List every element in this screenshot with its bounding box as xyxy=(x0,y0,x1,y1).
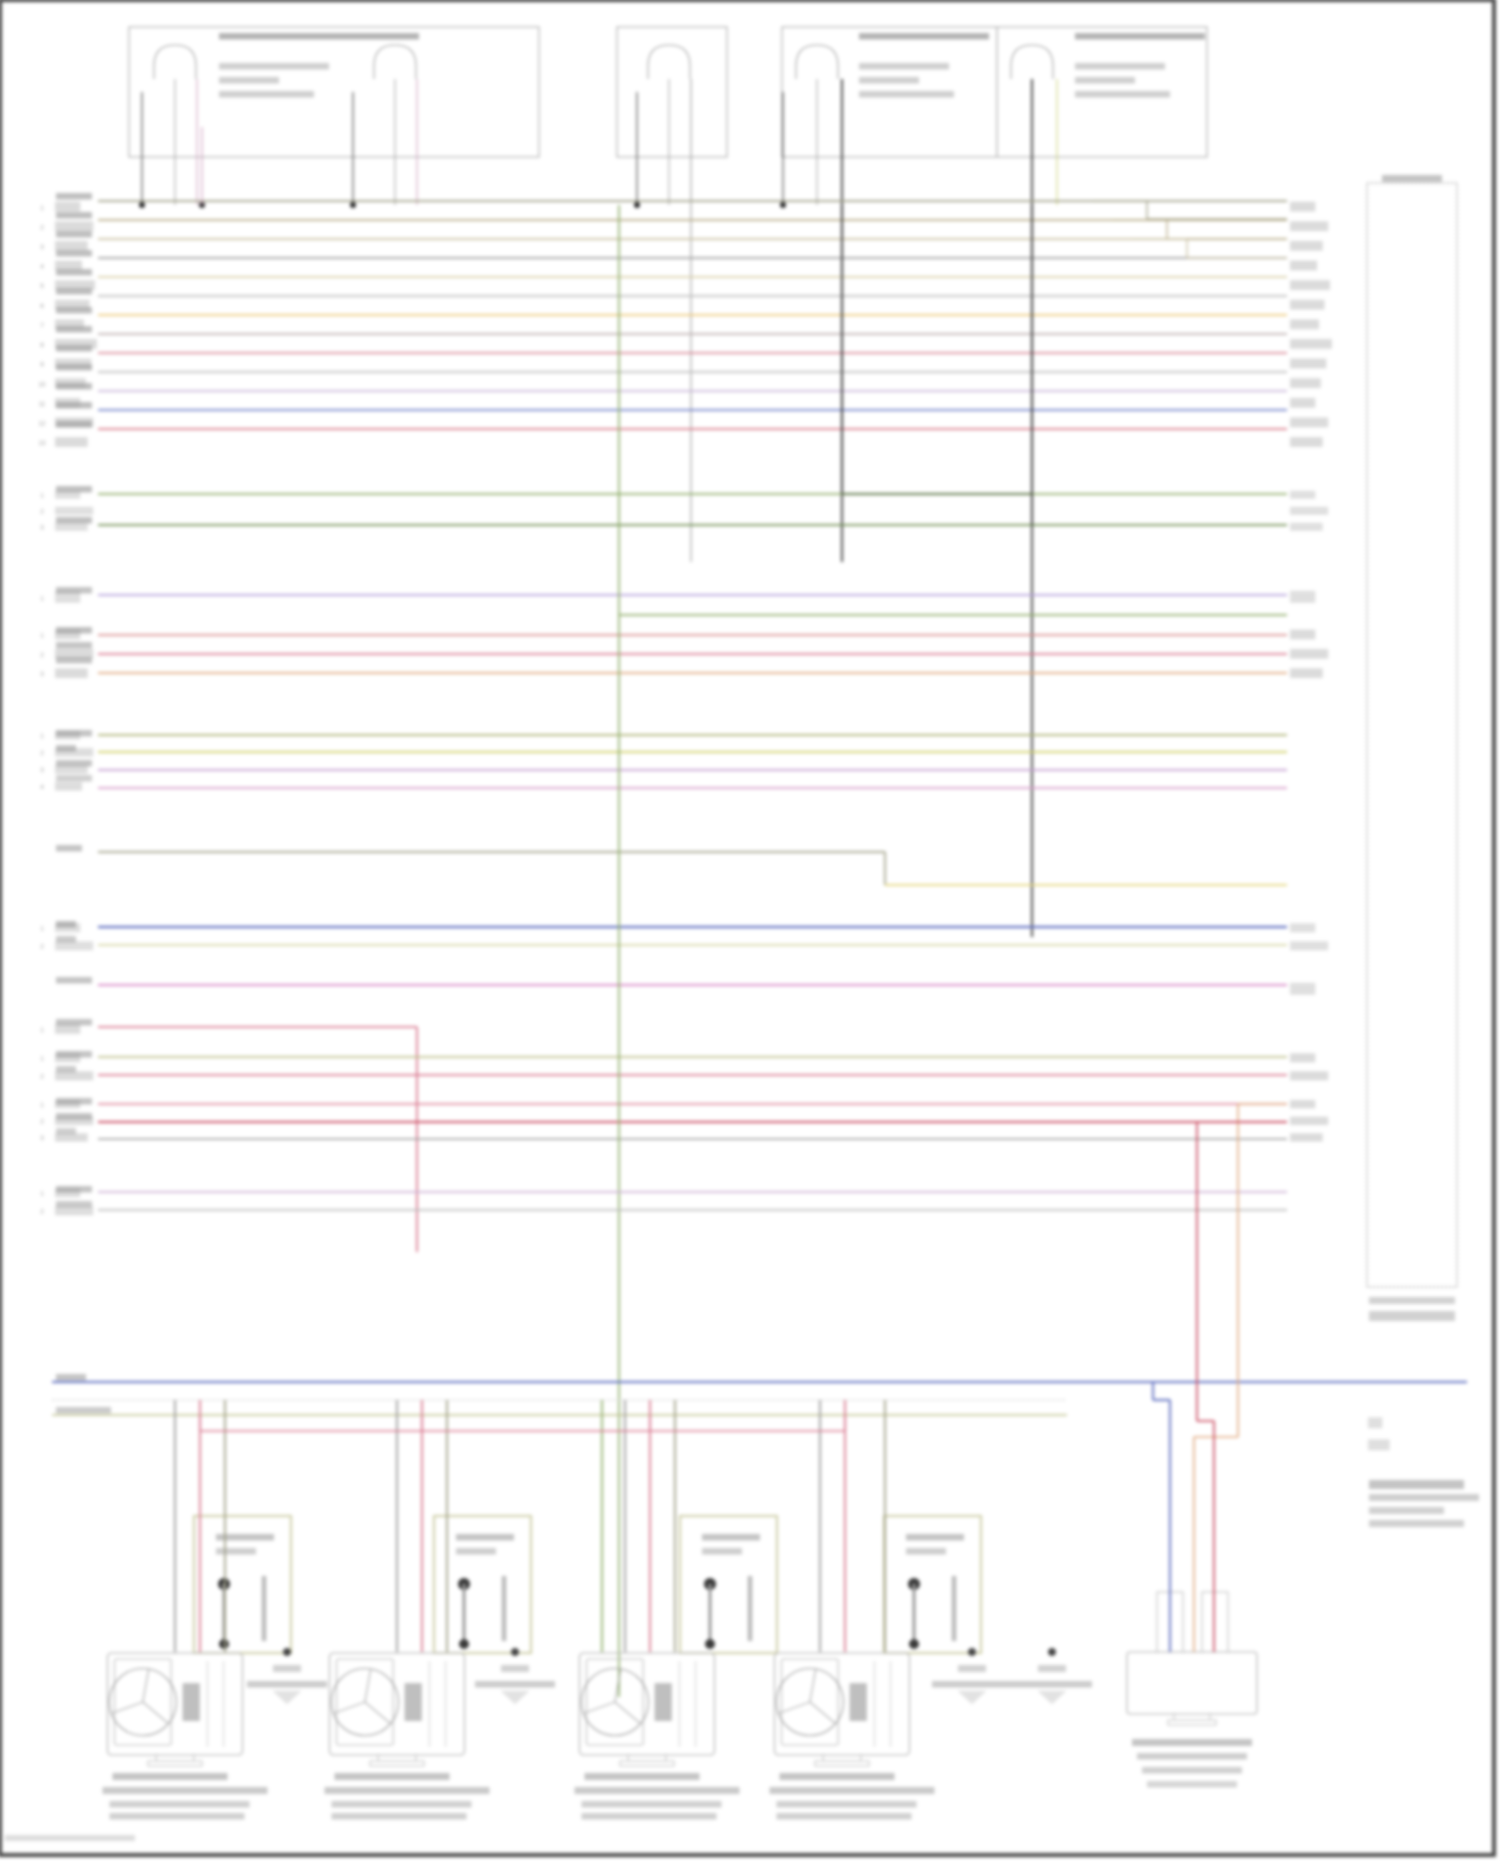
svg-text:12: 12 xyxy=(39,422,46,428)
svg-text:13: 13 xyxy=(39,441,46,447)
svg-text:11: 11 xyxy=(39,402,46,408)
svg-text:10: 10 xyxy=(39,382,46,388)
